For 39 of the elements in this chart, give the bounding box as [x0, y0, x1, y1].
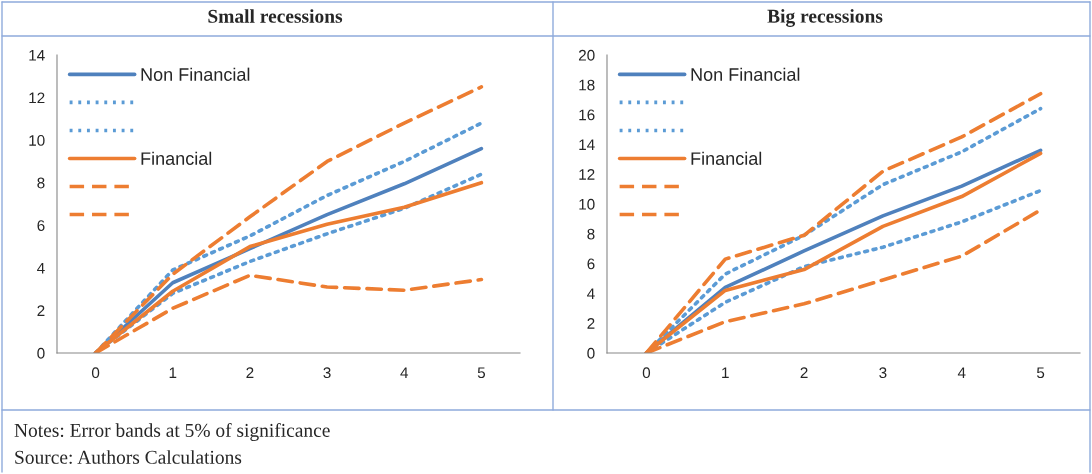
y-tick-label: 2 [587, 318, 595, 329]
x-tick-label: 1 [722, 367, 729, 378]
legend-label: Non Financial [691, 67, 800, 81]
y-tick-label: 16 [579, 109, 595, 121]
y-tick-label: 10 [579, 198, 595, 210]
y-tick-label: 18 [579, 79, 595, 91]
chart-title: Big recessions [767, 9, 883, 27]
text: Notes: Error bands at 5% of significance [14, 423, 330, 441]
y-tick-label: 12 [579, 169, 595, 180]
legend-label: Financial [141, 151, 212, 165]
legend-label: Non Financial [141, 67, 250, 81]
x-tick-label: 3 [323, 367, 331, 379]
x-tick-label: 2 [800, 367, 808, 378]
y-tick-label: 4 [587, 288, 595, 299]
y-tick-label: 0 [587, 347, 595, 359]
y-tick-label: 8 [37, 177, 45, 189]
y-tick-label: 10 [29, 135, 45, 146]
x-tick-label: 5 [1036, 367, 1045, 379]
legend-label: Financial [691, 151, 762, 165]
x-tick-label: 2 [246, 367, 254, 378]
y-tick-label: 20 [578, 49, 595, 61]
x-tick-label: 0 [91, 367, 100, 379]
x-tick-label: 0 [642, 367, 651, 379]
y-tick-label: 4 [37, 262, 45, 274]
x-tick-label: 3 [879, 367, 887, 379]
y-tick-label: 14 [29, 50, 45, 61]
x-tick-label: 4 [957, 367, 966, 378]
y-tick-label: 6 [587, 258, 595, 270]
y-tick-label: 6 [37, 220, 45, 231]
source-note: Source: Authors Calculations [15, 450, 242, 464]
y-tick-label: 8 [587, 228, 595, 240]
chart-title: Small recessions [208, 9, 343, 23]
x-tick-label: 1 [169, 367, 177, 378]
y-tick-label: 2 [37, 305, 45, 316]
x-tick-label: 5 [477, 367, 486, 379]
y-tick-label: 0 [37, 347, 45, 359]
y-tick-label: 14 [579, 139, 595, 150]
y-tick-label: 12 [29, 92, 45, 104]
x-tick-label: 4 [400, 367, 409, 378]
